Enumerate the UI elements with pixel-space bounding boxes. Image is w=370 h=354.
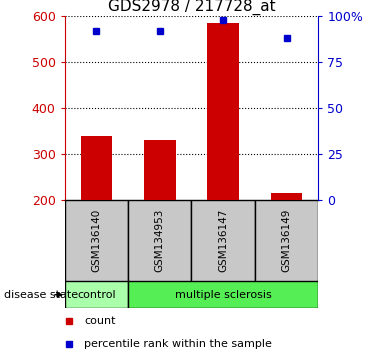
Bar [128, 200, 192, 281]
Bar [255, 200, 318, 281]
Text: count: count [84, 316, 115, 326]
Text: GSM136149: GSM136149 [282, 209, 292, 273]
Text: percentile rank within the sample: percentile rank within the sample [84, 339, 272, 349]
Bar [271, 193, 302, 200]
Bar [192, 200, 255, 281]
Text: disease state: disease state [4, 290, 78, 300]
Bar [144, 140, 176, 200]
Bar [65, 281, 128, 308]
Bar [128, 281, 318, 308]
Bar [81, 136, 112, 200]
Bar [207, 23, 239, 200]
Text: GSM136140: GSM136140 [91, 209, 101, 272]
Title: GDS2978 / 217728_at: GDS2978 / 217728_at [108, 0, 275, 15]
Bar [65, 200, 128, 281]
Text: GSM134953: GSM134953 [155, 209, 165, 273]
Text: multiple sclerosis: multiple sclerosis [175, 290, 272, 300]
Text: GSM136147: GSM136147 [218, 209, 228, 273]
Text: control: control [77, 290, 116, 300]
